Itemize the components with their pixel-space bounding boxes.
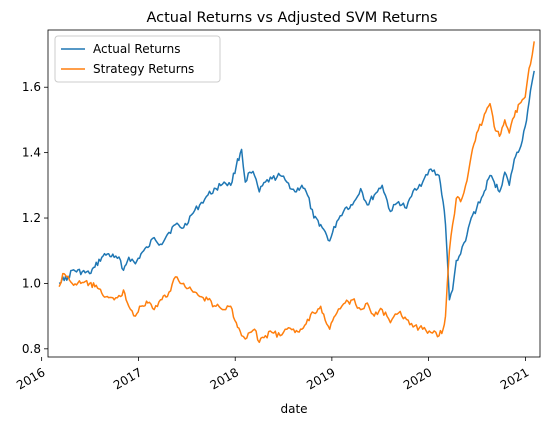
y-tick-label: 1.0	[22, 276, 41, 290]
y-tick-label: 1.4	[22, 146, 41, 160]
x-tick-label: 2017	[111, 365, 144, 392]
series-line-strategy-returns	[58, 41, 535, 344]
x-tick-label: 2021	[498, 365, 531, 392]
x-tick-label: 2016	[14, 365, 47, 392]
plot-frame	[47, 29, 541, 358]
series-layer	[58, 41, 535, 344]
chart-title: Actual Returns vs Adjusted SVM Returns	[146, 10, 437, 26]
y-tick-label: 1.2	[22, 211, 41, 225]
y-tick-label: 1.6	[22, 80, 41, 94]
legend-frame	[54, 35, 221, 83]
series-line-actual-returns	[58, 70, 535, 301]
x-tick-label: 2020	[401, 365, 434, 392]
legend: Actual Returns Strategy Returns	[54, 35, 221, 83]
x-tick-label: 2018	[208, 365, 241, 392]
legend-entry: Actual Returns	[93, 42, 180, 56]
x-tick-label: 2019	[304, 365, 337, 392]
x-axis-label: date	[280, 402, 307, 416]
y-axis: 0.8 1.0 1.2 1.4 1.6	[22, 80, 48, 356]
y-tick-label: 0.8	[22, 342, 41, 356]
x-axis: 2016 2017 2018 2019 2020 2021	[14, 357, 531, 392]
legend-entry: Strategy Returns	[93, 62, 194, 76]
